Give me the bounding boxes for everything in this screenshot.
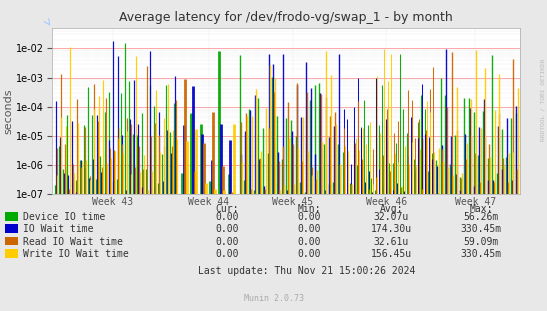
Text: Last update: Thu Nov 21 15:00:26 2024: Last update: Thu Nov 21 15:00:26 2024 bbox=[197, 266, 415, 276]
Text: Avg:: Avg: bbox=[380, 204, 403, 214]
Text: Munin 2.0.73: Munin 2.0.73 bbox=[243, 294, 304, 303]
Y-axis label: seconds: seconds bbox=[3, 88, 14, 134]
Text: 156.45u: 156.45u bbox=[370, 249, 412, 259]
Text: Read IO Wait time: Read IO Wait time bbox=[23, 237, 123, 247]
Text: 0.00: 0.00 bbox=[298, 249, 321, 259]
Text: Device IO time: Device IO time bbox=[23, 212, 105, 222]
Text: 0.00: 0.00 bbox=[216, 212, 238, 222]
Text: 32.61u: 32.61u bbox=[374, 237, 409, 247]
Text: Max:: Max: bbox=[470, 204, 493, 214]
Text: 0.00: 0.00 bbox=[216, 237, 238, 247]
Text: 0.00: 0.00 bbox=[298, 212, 321, 222]
Text: Min:: Min: bbox=[298, 204, 321, 214]
Text: 174.30u: 174.30u bbox=[370, 224, 412, 234]
Text: 56.26m: 56.26m bbox=[464, 212, 499, 222]
Text: IO Wait time: IO Wait time bbox=[23, 224, 94, 234]
Text: 330.45m: 330.45m bbox=[461, 249, 502, 259]
Text: Write IO Wait time: Write IO Wait time bbox=[23, 249, 129, 259]
Text: 59.09m: 59.09m bbox=[464, 237, 499, 247]
Text: Cur:: Cur: bbox=[216, 204, 238, 214]
Title: Average latency for /dev/frodo-vg/swap_1 - by month: Average latency for /dev/frodo-vg/swap_1… bbox=[119, 11, 453, 24]
Text: 32.07u: 32.07u bbox=[374, 212, 409, 222]
Text: 0.00: 0.00 bbox=[216, 224, 238, 234]
Text: RRDTOOL / TOBI OETIKER: RRDTOOL / TOBI OETIKER bbox=[541, 58, 546, 141]
Text: 0.00: 0.00 bbox=[298, 237, 321, 247]
Text: 0.00: 0.00 bbox=[216, 249, 238, 259]
Text: 0.00: 0.00 bbox=[298, 224, 321, 234]
Text: 330.45m: 330.45m bbox=[461, 224, 502, 234]
